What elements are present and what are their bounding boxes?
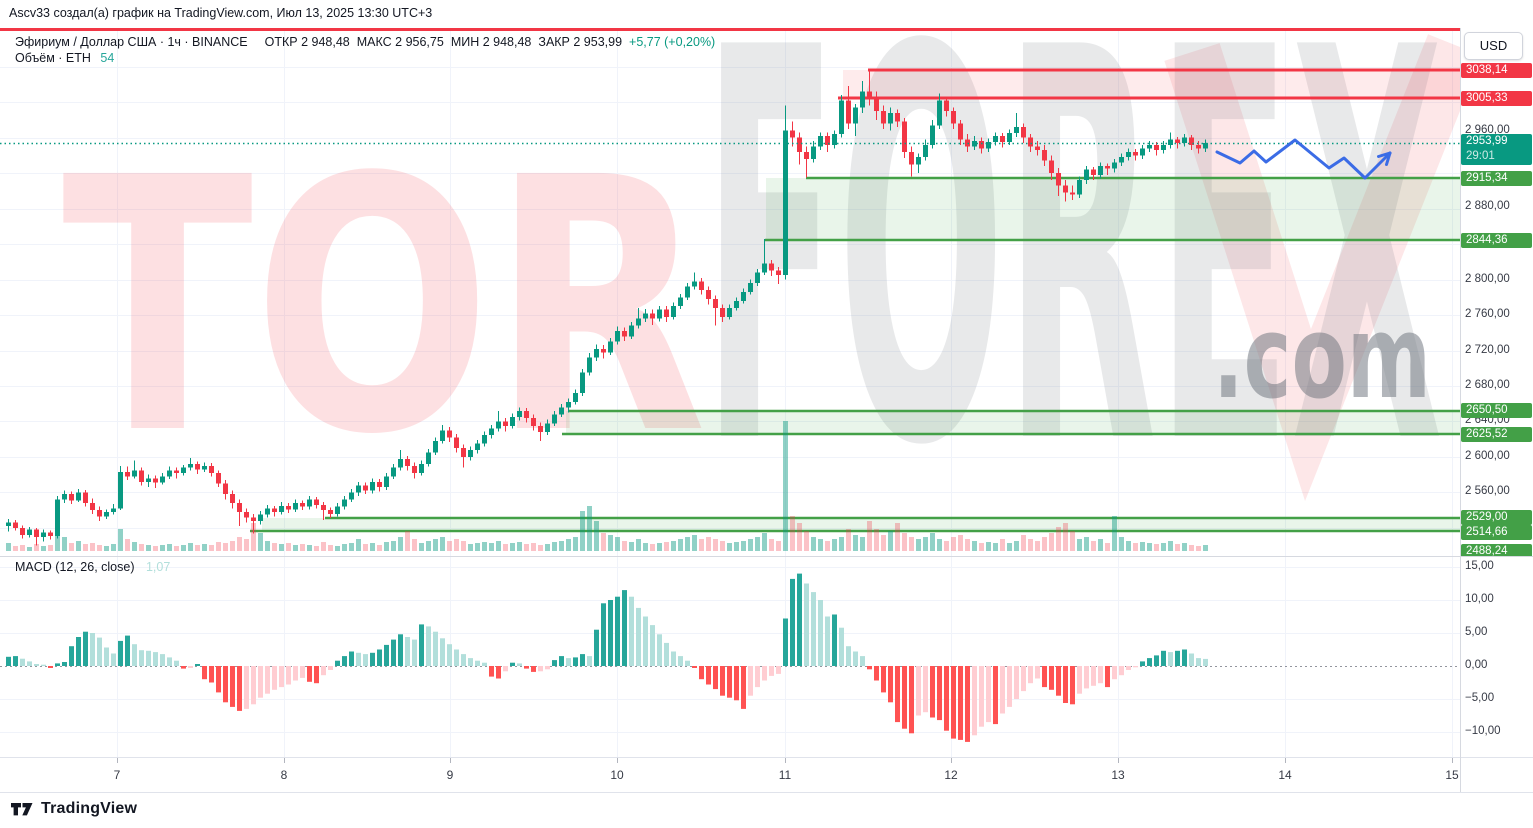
macd-axis-label: −10,00: [1465, 725, 1501, 737]
share-text: Ascv33 создал(а) график на TradingView.c…: [9, 6, 433, 20]
price-level-label: 2844,36: [1461, 232, 1532, 248]
time-axis-label: 13: [1111, 768, 1125, 782]
price-axis-label: 2 760,00: [1465, 308, 1510, 320]
price-axis-label: 2 680,00: [1465, 379, 1510, 391]
ohlc-value: 2 948,48: [479, 35, 532, 49]
time-axis-label: 10: [610, 768, 624, 782]
price-axis-border: [1460, 28, 1461, 792]
current-price-value: 2953,99: [1466, 134, 1508, 147]
change-value: +5,77 (+0,20%): [629, 35, 716, 49]
price-axis[interactable]: 2 960,00 2 880,00 2 800,00 2 760,00 2 720,00…: [1461, 31, 1533, 556]
widget-bottom-border: [0, 792, 1533, 793]
svg-text:FOREX: FOREX: [703, 0, 1443, 564]
price-level-label: 3005,33: [1461, 90, 1532, 106]
price-level-label: 2650,50: [1461, 402, 1532, 418]
macd-axis-label: 15,00: [1465, 560, 1494, 572]
ohlc-label: МАКС: [356, 35, 392, 49]
ohlc-values: ОТКР 2 948,48 МАКС 2 956,75 МИН 2 948,48 ЗА…: [258, 35, 622, 49]
currency-button[interactable]: USD: [1464, 32, 1523, 60]
ohlc-value: 2 956,75: [391, 35, 444, 49]
time-axis-border: [0, 757, 1533, 758]
ohlc-value: 2 948,48: [297, 35, 350, 49]
price-axis-label: 2 560,00: [1465, 485, 1510, 497]
tradingview-attribution[interactable]: TradingView: [10, 799, 137, 819]
macd-value: 1,07: [145, 560, 171, 574]
price-axis-label: 2 600,00: [1465, 450, 1510, 462]
price-axis-label: 2 880,00: [1465, 200, 1510, 212]
time-axis-label: 11: [778, 768, 792, 782]
symbol-title[interactable]: Эфириум / Доллар США · 1ч · BINANCE: [15, 35, 248, 49]
price-level-label: 2625,52: [1461, 426, 1532, 442]
price-level-label: 2915,34: [1461, 170, 1532, 186]
volume-value: 54: [100, 51, 115, 65]
panel-separator[interactable]: [0, 556, 1533, 557]
macd-axis-label: 5,00: [1465, 626, 1488, 638]
ohlc-label: МИН: [450, 35, 480, 49]
macd-axis-label: 10,00: [1465, 593, 1494, 605]
svg-text:TOR: TOR: [62, 103, 707, 511]
top-price-line: [0, 28, 1460, 31]
symbol-legend[interactable]: Эфириум / Доллар США · 1ч · BINANCE ОТКР …: [15, 35, 715, 49]
watermark-arrow-icon: [1164, 34, 1460, 501]
time-axis-label: 14: [1278, 768, 1292, 782]
time-axis-label: 8: [280, 768, 288, 782]
price-level-label: 3038,14: [1461, 62, 1532, 78]
price-axis-label: 2 960,00: [1465, 124, 1510, 136]
volume-legend[interactable]: Объём · ETH 54: [15, 51, 114, 65]
tradingview-logo-icon: [11, 803, 33, 816]
macd-axis[interactable]: 15,00 10,00 5,00 0,00 −5,00 −10,00: [1461, 556, 1533, 756]
time-axis-label: 15: [1445, 768, 1459, 782]
ohlc-value: 2 953,99: [569, 35, 623, 49]
time-axis-label: 12: [944, 768, 958, 782]
ohlc-label: ЗАКР: [538, 35, 570, 49]
macd-legend[interactable]: MACD (12, 26, close) 1,07: [15, 560, 170, 574]
price-level-label: 2488,24: [1461, 543, 1532, 556]
projection-arrow[interactable]: [1215, 138, 1392, 180]
volume-label: Объём · ETH: [15, 51, 91, 65]
time-axis-label: 9: [446, 768, 454, 782]
macd-title: MACD (12, 26, close): [15, 560, 135, 574]
price-level-label: 2514,66: [1461, 524, 1532, 540]
bar-countdown: 29:01: [1466, 149, 1495, 162]
price-axis-label: 2 720,00: [1465, 344, 1510, 356]
current-price-label: 2953,99 29:01: [1461, 133, 1532, 165]
share-topbar: Ascv33 создал(а) график на TradingView.c…: [0, 0, 1533, 27]
price-level-label: 2529,00: [1461, 509, 1532, 525]
macd-axis-label: −5,00: [1465, 692, 1495, 704]
time-axis[interactable]: 7 8 9 10 11 12 13 14 15: [0, 765, 1460, 789]
macd-axis-label: 0,00: [1465, 659, 1488, 671]
ohlc-label: ОТКР: [264, 35, 298, 49]
tradingview-attribution-label: TradingView: [41, 800, 138, 817]
price-axis-label: 2 800,00: [1465, 273, 1510, 285]
svg-text:.com: .com: [1213, 291, 1431, 425]
time-axis-label: 7: [113, 768, 121, 782]
